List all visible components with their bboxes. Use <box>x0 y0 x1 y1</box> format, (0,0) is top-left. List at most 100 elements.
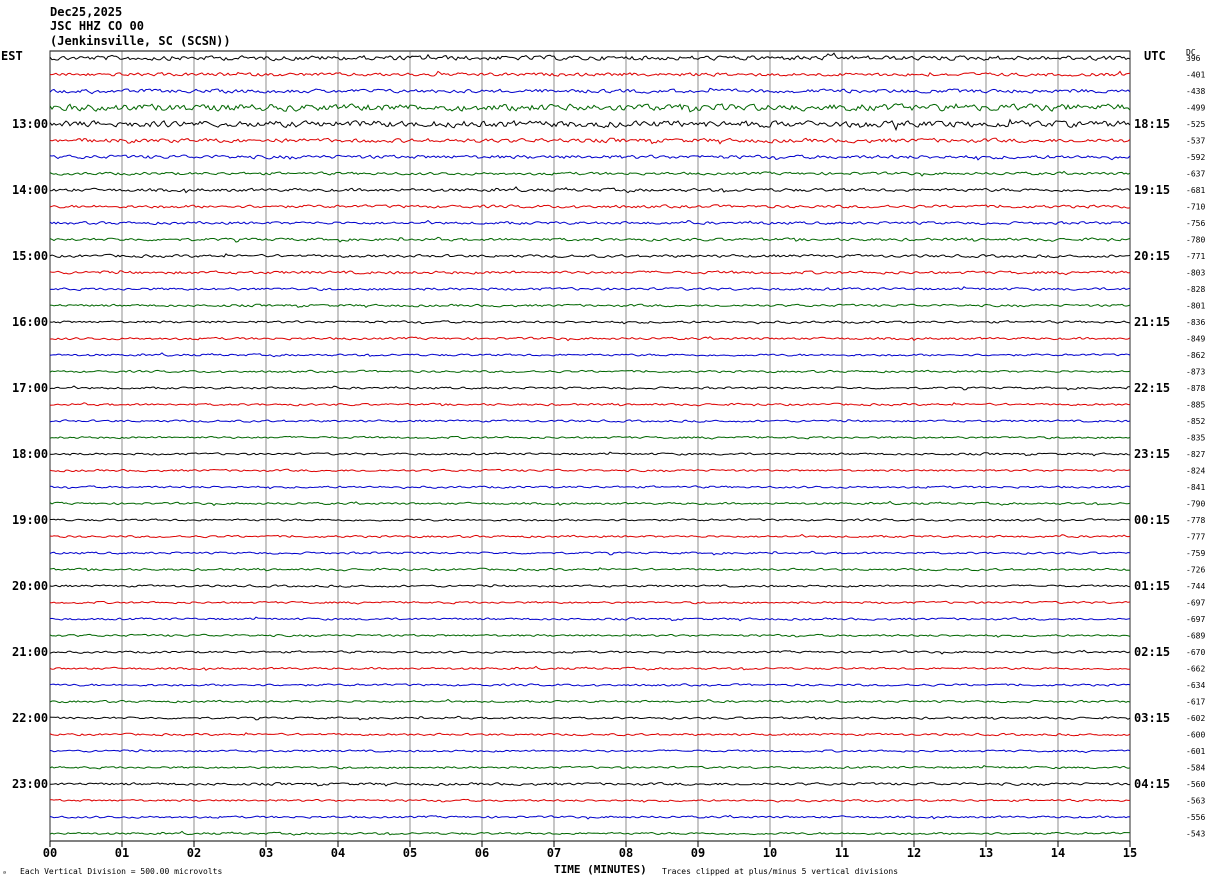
trace-line <box>49 798 1130 803</box>
dc-offset-label: -697 <box>1186 599 1205 608</box>
trace-line <box>49 402 1131 407</box>
dc-offset-label: -849 <box>1186 335 1205 344</box>
dc-offset-label: -790 <box>1186 500 1205 509</box>
dc-offset-label: -670 <box>1186 648 1205 657</box>
dc-offset-label: -778 <box>1186 516 1205 525</box>
trace-line <box>49 186 1131 194</box>
x-tick-label: 11 <box>835 846 849 860</box>
trace-line <box>49 204 1131 209</box>
dc-offset-label: -537 <box>1186 137 1205 146</box>
trace-line <box>49 616 1131 622</box>
right-hour-label: 18:15 <box>1134 117 1170 131</box>
scale-note: Each Vertical Division = 500.00 microvol… <box>20 867 223 876</box>
trace-line <box>49 137 1131 145</box>
trace-line <box>49 814 1131 820</box>
trace-line <box>49 103 1131 113</box>
left-hour-label: 19:00 <box>12 513 48 527</box>
dc-offset-label: -681 <box>1186 186 1205 195</box>
trace-line <box>49 468 1131 473</box>
left-hour-label: 16:00 <box>12 315 48 329</box>
trace-line <box>49 633 1131 638</box>
dc-offset-label: -401 <box>1186 71 1205 80</box>
x-tick-label: 09 <box>691 846 705 860</box>
trace-line <box>49 369 1131 374</box>
trace-line <box>49 683 1131 687</box>
dc-offset-label: -697 <box>1186 615 1205 624</box>
dc-offset-label: -438 <box>1186 87 1205 96</box>
trace-line <box>49 336 1131 342</box>
left-timezone-label: EST <box>1 49 23 63</box>
date-label: Dec25,2025 <box>50 5 123 19</box>
dc-offset-label: -756 <box>1186 219 1205 228</box>
trace-line <box>49 170 1131 177</box>
trace-line <box>49 830 1131 836</box>
trace-line <box>49 732 1131 737</box>
left-hour-label: 14:00 <box>12 183 48 197</box>
trace-line <box>49 219 1131 226</box>
dc-offset-label: -803 <box>1186 269 1205 278</box>
dc-offset-label: -835 <box>1186 434 1205 443</box>
right-hour-label: 01:15 <box>1134 579 1170 593</box>
x-tick-label: 15 <box>1123 846 1137 860</box>
trace-line <box>49 303 1131 308</box>
station-label: JSC HHZ CO 00 <box>50 19 144 33</box>
dc-offset-label: -744 <box>1186 582 1205 591</box>
x-tick-label: 04 <box>331 846 345 860</box>
dc-offset-label: -499 <box>1186 104 1205 113</box>
dc-offset-label: -824 <box>1186 467 1205 476</box>
right-hour-label: 03:15 <box>1134 711 1170 725</box>
dc-offset-label: -878 <box>1186 384 1205 393</box>
right-hour-label: 00:15 <box>1134 513 1170 527</box>
x-tick-label: 02 <box>187 846 201 860</box>
dc-offset-label: -563 <box>1186 797 1205 806</box>
dc-offset-label: -601 <box>1186 747 1205 756</box>
trace-line <box>49 749 1131 754</box>
left-hour-label: 21:00 <box>12 645 48 659</box>
dc-offset-label: -801 <box>1186 302 1205 311</box>
left-hour-label: 23:00 <box>12 777 48 791</box>
dc-offset-label: -634 <box>1186 681 1205 690</box>
trace-line <box>49 550 1131 556</box>
dc-offset-label: -827 <box>1186 450 1205 459</box>
trace-line <box>49 385 1131 391</box>
dc-offset-label: -710 <box>1186 203 1205 212</box>
dc-offset-label: -617 <box>1186 698 1205 707</box>
clip-note: Traces clipped at plus/minus 5 vertical … <box>662 867 899 876</box>
left-hour-label: 22:00 <box>12 711 48 725</box>
trace-line <box>50 600 1131 605</box>
x-tick-label: 00 <box>43 846 57 860</box>
x-tick-label: 14 <box>1051 846 1065 860</box>
x-tick-label: 07 <box>547 846 561 860</box>
dc-offset-label: -543 <box>1186 830 1205 839</box>
plot-frame <box>49 50 1131 842</box>
dc-offset-label: 396 <box>1186 54 1201 63</box>
trace-line <box>49 567 1131 572</box>
trace-line <box>49 649 1131 655</box>
left-hour-label: 20:00 <box>12 579 48 593</box>
trace-line <box>49 154 1131 161</box>
trace-line <box>50 70 1131 77</box>
left-hour-label: 13:00 <box>12 117 48 131</box>
right-hour-label: 19:15 <box>1134 183 1170 197</box>
dc-offset-label: -556 <box>1186 813 1205 822</box>
dc-offset-label: -780 <box>1186 236 1205 245</box>
right-hour-label: 02:15 <box>1134 645 1170 659</box>
right-hour-label: 23:15 <box>1134 447 1170 461</box>
trace-line <box>49 435 1131 440</box>
x-tick-label: 13 <box>979 846 993 860</box>
dc-offset-label: -689 <box>1186 632 1205 641</box>
trace-line <box>49 352 1131 358</box>
dc-offset-label: -560 <box>1186 780 1205 789</box>
x-tick-label: 06 <box>475 846 489 860</box>
dc-offset-label: -584 <box>1186 764 1205 773</box>
left-hour-label: 15:00 <box>12 249 48 263</box>
trace-line <box>49 286 1131 292</box>
left-hour-label: 18:00 <box>12 447 48 461</box>
dc-offset-label: -873 <box>1186 368 1205 377</box>
dc-offset-label: -637 <box>1186 170 1205 179</box>
dc-offset-label: -600 <box>1186 731 1205 740</box>
dc-offset-label: -852 <box>1186 417 1205 426</box>
dc-offset-label: -777 <box>1186 533 1205 542</box>
dc-offset-label: -836 <box>1186 318 1205 327</box>
